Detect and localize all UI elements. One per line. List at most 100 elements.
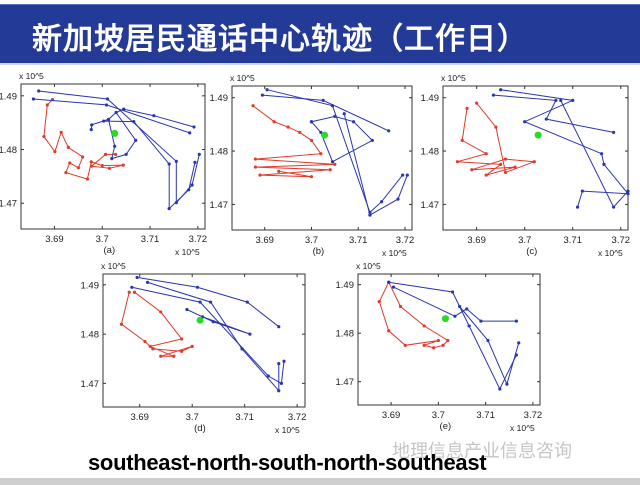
blue-trajectory-point <box>467 324 471 328</box>
red-trajectory-point <box>89 160 93 164</box>
blue-trajectory-point <box>544 117 548 121</box>
red-trajectory-point <box>286 125 290 129</box>
blue-trajectory-point <box>405 173 409 177</box>
red-trajectory-point <box>377 300 381 304</box>
red-trajectory-point <box>143 339 147 344</box>
center-point <box>321 131 329 139</box>
red-trajectory-point <box>180 337 184 341</box>
blue-trajectory-point <box>134 138 138 142</box>
red-trajectory-point <box>328 168 332 172</box>
blue-trajectory-point <box>105 97 110 101</box>
blue-trajectory-point <box>458 304 462 309</box>
x-tick-label: 3.69 <box>45 234 64 245</box>
red-trajectory-point <box>121 163 125 167</box>
red-trajectory-point <box>532 160 536 164</box>
blue-trajectory-line <box>500 89 630 208</box>
blue-trajectory-point <box>391 285 396 289</box>
red-trajectory-point <box>333 162 337 166</box>
blue-trajectory-point <box>31 97 36 101</box>
blue-trajectory-point <box>277 325 281 329</box>
blue-trajectory-point <box>260 93 264 97</box>
y-multiplier-label: x 10^5 <box>19 71 44 81</box>
plot-panel-c: 3.69 3.7 3.71 3.721.471.481.49x 10^5x 10^5(… <box>421 73 631 258</box>
red-trajectory-point <box>309 138 314 142</box>
blue-trajectory-point <box>208 300 213 304</box>
blue-trajectory-point <box>465 307 469 311</box>
y-tick-label: 1.49 <box>81 280 100 291</box>
red-trajectory-point <box>148 344 152 349</box>
panel-label: (b) <box>313 246 325 257</box>
blue-trajectory-point <box>368 213 372 217</box>
red-trajectory-line <box>378 281 449 349</box>
y-tick-label: 1.47 <box>210 200 229 211</box>
red-trajectory-point <box>68 161 72 165</box>
y-multiplier-label: x 10^5 <box>101 261 126 271</box>
blue-trajectory-point <box>611 130 616 134</box>
x-multiplier-label: x 10^5 <box>510 423 535 433</box>
blue-trajectory-point <box>114 110 118 115</box>
blue-trajectory-point <box>559 98 563 102</box>
y-tick-label: 1.47 <box>421 200 440 211</box>
blue-trajectory-point <box>90 123 94 127</box>
blue-trajectory-point <box>491 93 496 97</box>
red-trajectory-point <box>251 104 255 108</box>
x-tick-label: 3.69 <box>130 412 149 423</box>
blue-trajectory-point <box>499 88 503 92</box>
blue-trajectory-point <box>135 275 139 280</box>
red-trajectory-point <box>253 157 257 161</box>
x-tick-label: 3.69 <box>255 235 274 246</box>
red-trajectory-point <box>319 152 323 156</box>
blue-trajectory-point <box>387 129 391 133</box>
x-tick-label: 3.72 <box>288 412 307 423</box>
blue-trajectory-point <box>626 192 630 196</box>
y-tick-label: 1.48 <box>0 145 17 156</box>
x-tick-label: 3.69 <box>467 235 486 246</box>
blue-trajectory-point <box>505 382 509 386</box>
blue-trajectory-point <box>152 114 156 118</box>
blue-trajectory-point <box>486 338 490 343</box>
blue-trajectory-point <box>517 341 521 345</box>
red-trajectory-point <box>127 290 131 294</box>
y-tick-label: 1.49 <box>0 91 17 102</box>
y-tick-label: 1.49 <box>421 93 440 104</box>
blue-trajectory-point <box>396 197 400 201</box>
blue-trajectory-point <box>282 359 286 363</box>
blue-trajectory-point <box>248 332 252 336</box>
blue-trajectory-point <box>132 119 136 124</box>
blue-trajectory-point <box>514 319 518 323</box>
slide-title: 新加坡居民通话中心轨迹（工作日） <box>32 22 528 57</box>
blue-trajectory-point <box>342 112 346 116</box>
red-trajectory-point <box>475 101 479 105</box>
x-tick-label: 3.7 <box>96 234 109 245</box>
red-trajectory-point <box>45 103 49 107</box>
y-tick-label: 1.47 <box>0 199 17 210</box>
x-tick-label: 3.69 <box>382 410 401 421</box>
blue-trajectory-point <box>167 162 171 166</box>
red-trajectory-point <box>499 162 503 166</box>
red-trajectory-point <box>107 166 112 170</box>
y-tick-label: 1.47 <box>81 379 100 390</box>
red-trajectory-point <box>484 173 488 177</box>
panel-label: (e) <box>440 421 452 432</box>
red-trajectory-point <box>460 138 464 142</box>
blue-trajectory-point <box>321 98 325 102</box>
red-trajectory-point <box>159 354 163 358</box>
red-trajectory-point <box>59 130 63 134</box>
x-tick-label: 3.72 <box>189 234 208 245</box>
blue-trajectory-point <box>580 189 584 193</box>
blue-trajectory-point <box>309 120 314 124</box>
blue-trajectory-point <box>554 98 558 102</box>
x-tick-label: 3.7 <box>186 412 199 423</box>
blue-trajectory-point <box>611 205 616 209</box>
blue-trajectory-point <box>187 188 191 192</box>
blue-trajectory-point <box>197 152 201 156</box>
red-trajectory-point <box>494 125 498 129</box>
red-trajectory-point <box>403 343 407 347</box>
blue-trajectory-point <box>370 138 374 142</box>
blue-trajectory-line <box>108 112 137 160</box>
red-trajectory-point <box>398 304 403 309</box>
red-trajectory-point <box>103 152 108 156</box>
red-trajectory-point <box>503 170 508 174</box>
red-trajectory-point <box>42 135 46 139</box>
